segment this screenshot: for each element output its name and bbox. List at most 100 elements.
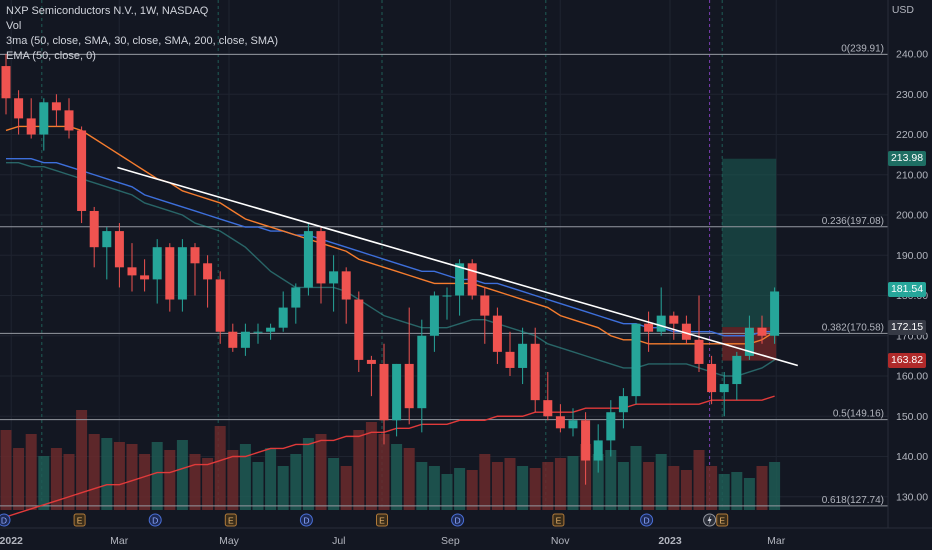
moving-averages: [5, 125, 775, 518]
fib-level-label: 0.5(149.16): [833, 409, 884, 420]
candle-body: [240, 331, 250, 348]
candle-body: [379, 363, 389, 421]
volume-bar: [63, 454, 75, 510]
earnings-marker-icon[interactable]: [716, 513, 729, 527]
price-tag[interactable]: 172.15: [888, 319, 926, 335]
event-marker-letter[interactable]: D: [1, 516, 7, 526]
earnings-marker-icon[interactable]: [224, 513, 237, 527]
volume-bar: [328, 458, 340, 510]
volume-bar: [731, 472, 743, 510]
candle-body: [480, 295, 490, 316]
volume-bar: [189, 454, 201, 510]
volume-bar: [126, 444, 138, 510]
long-position-box[interactable]: [722, 158, 777, 361]
price-axis[interactable]: 240.00230.00220.00210.00200.00190.00180.…: [887, 0, 932, 550]
candle-body: [77, 130, 87, 211]
volume-bar: [164, 450, 176, 510]
price-axis-bg: [888, 0, 932, 550]
volume-bar: [391, 444, 403, 510]
fib-level-label: 0.236(197.08): [822, 216, 884, 227]
trend-line[interactable]: [117, 166, 799, 367]
candle-body: [593, 440, 603, 461]
candle-body: [669, 315, 679, 324]
candle-body: [190, 247, 200, 264]
price-tick-label: 150.00: [896, 411, 928, 423]
event-marker-letter[interactable]: E: [379, 516, 385, 526]
price-tick-label: 130.00: [896, 491, 928, 503]
dividend-marker-icon[interactable]: [0, 513, 11, 527]
candle-body: [102, 231, 112, 248]
candle-body: [644, 323, 654, 332]
volume-bar: [643, 462, 655, 510]
dividend-marker-icon[interactable]: [640, 513, 654, 527]
dividend-marker-icon[interactable]: [148, 513, 162, 527]
time-tick-label: Sep: [441, 535, 460, 547]
earnings-marker-icon[interactable]: [73, 513, 86, 527]
price-tick-label: 210.00: [896, 169, 928, 181]
volume-bar: [693, 450, 705, 510]
event-marker-letter[interactable]: D: [152, 516, 158, 526]
volume-bar: [630, 446, 642, 510]
event-marker-letter[interactable]: D: [455, 516, 461, 526]
volume-bar: [542, 462, 554, 510]
price-tag[interactable]: 163.82: [888, 353, 926, 369]
candle-body: [492, 315, 502, 352]
volume-bar: [101, 438, 113, 510]
fibonacci-retracement[interactable]: 0(239.91) 0.236(197.08) 0.382(170.58) 0.5(1…: [0, 43, 888, 507]
volume-bar: [605, 450, 617, 510]
dividend-marker-icon[interactable]: [451, 513, 465, 527]
volume-bar: [365, 422, 377, 510]
event-marker-letter[interactable]: D: [303, 516, 309, 526]
fib-level-label: 0.618(127.74): [822, 495, 884, 506]
time-tick-label: Mar: [110, 535, 129, 547]
symbol-title[interactable]: NXP Semiconductors N.V., 1W, NASDAQ: [6, 5, 209, 17]
price-tick-label: 200.00: [896, 210, 928, 222]
time-tick-label: 2022: [0, 535, 23, 547]
candle-body: [215, 279, 225, 332]
volume-indicator-label[interactable]: Vol: [6, 20, 22, 32]
price-tick-label: 160.00: [896, 371, 928, 383]
volume-bar: [378, 434, 390, 510]
price-tick-label: 140.00: [896, 451, 928, 463]
currency-label[interactable]: USD: [891, 4, 914, 16]
candle-body: [442, 295, 452, 297]
price-tag[interactable]: 213.98: [888, 151, 926, 167]
candle-body: [303, 231, 313, 288]
event-marker-letter[interactable]: D: [644, 516, 650, 526]
candle-body: [694, 339, 704, 364]
volume-bar: [517, 466, 529, 510]
candle-body: [518, 343, 528, 368]
price-tag[interactable]: 181.54: [888, 281, 926, 297]
volume-bar: [617, 462, 629, 510]
volume-bar: [76, 410, 88, 510]
candle-body: [429, 295, 439, 336]
candle-body: [253, 331, 263, 333]
event-marker-letter[interactable]: E: [228, 516, 234, 526]
dividend-marker-icon[interactable]: [299, 513, 313, 527]
event-marker-letter[interactable]: E: [556, 516, 562, 526]
ma-line: [6, 161, 775, 377]
ma-indicator-label[interactable]: 3ma (50, close, SMA, 30, close, SMA, 200…: [6, 35, 279, 47]
volume-bars: [0, 410, 781, 510]
volume-bar: [252, 462, 264, 510]
candle-body: [707, 363, 717, 393]
earnings-marker-icon[interactable]: [376, 513, 388, 527]
candle-body: [467, 263, 477, 296]
volume-bar: [769, 462, 781, 510]
trendline[interactable]: [117, 166, 799, 367]
earnings-marker-icon[interactable]: [552, 513, 565, 527]
candle-body: [354, 299, 364, 360]
volume-bar: [113, 442, 125, 510]
time-axis[interactable]: 2022 Mar May Jul Sep Nov 2023 Mar: [0, 527, 932, 550]
event-marker-letter[interactable]: E: [77, 516, 83, 526]
ema-indicator-label[interactable]: EMA (50, close, 0): [6, 50, 96, 62]
candle-body: [530, 343, 540, 401]
event-marker-letter[interactable]: E: [719, 516, 725, 526]
target-zone: [722, 158, 777, 328]
candle-body: [152, 247, 162, 280]
candle-body: [366, 359, 376, 364]
price-tick-label: 230.00: [896, 89, 928, 101]
volume-bar: [680, 470, 692, 510]
